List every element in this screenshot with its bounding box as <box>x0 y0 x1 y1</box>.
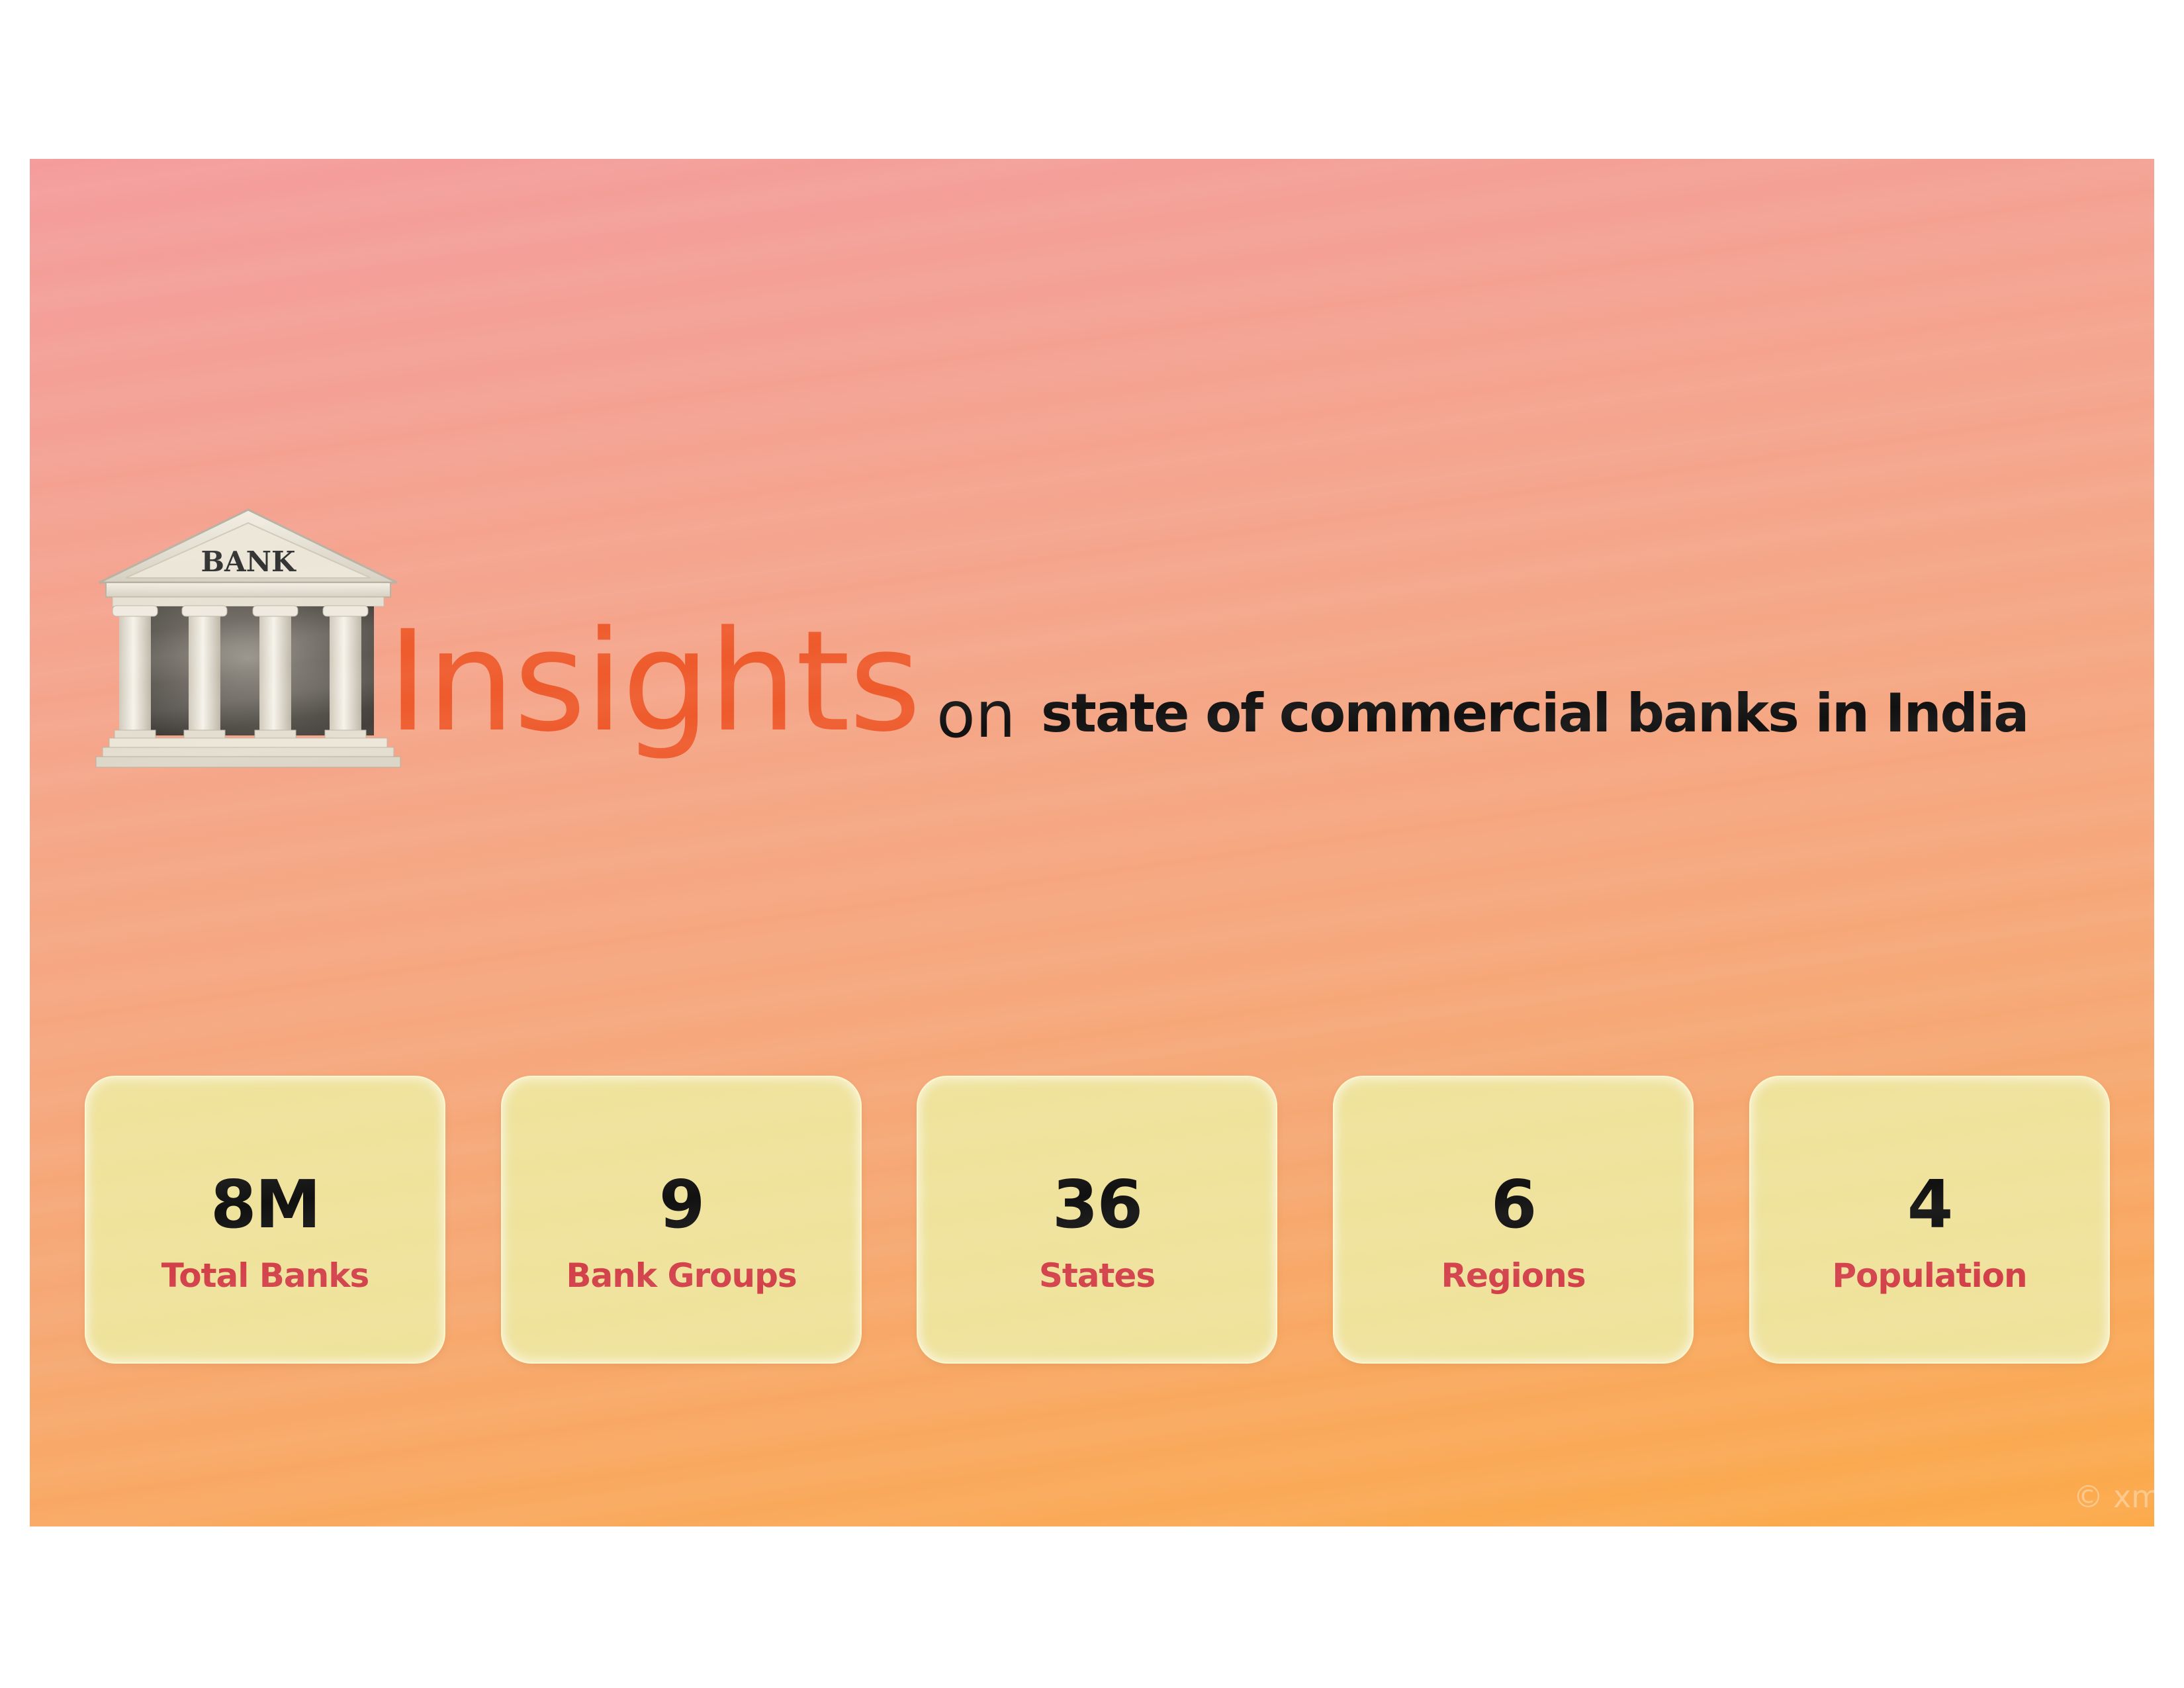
kpi-label: Total Banks <box>161 1256 369 1295</box>
title-subtitle: state of commercial banks in India <box>1041 682 2029 744</box>
kpi-card-bank-groups: 9 Bank Groups <box>501 1076 862 1364</box>
kpi-cards: 8M Total Banks 9 Bank Groups 36 States 6… <box>85 1076 2110 1367</box>
watermark: © xm <box>2073 1479 2154 1515</box>
kpi-card-population: 4 Population <box>1749 1076 2110 1364</box>
bank-building-icon: BANK <box>95 508 401 768</box>
kpi-card-total-banks: 8M Total Banks <box>85 1076 445 1364</box>
kpi-value: 4 <box>1907 1166 1954 1243</box>
kpi-value: 6 <box>1490 1166 1537 1243</box>
dashboard-slide: BANK Insights on state of commerci <box>30 159 2154 1526</box>
kpi-label: States <box>1038 1256 1156 1295</box>
kpi-label: Regions <box>1441 1256 1586 1295</box>
kpi-value: 36 <box>1052 1166 1143 1243</box>
kpi-value: 8M <box>210 1166 321 1243</box>
kpi-card-regions: 6 Regions <box>1333 1076 1694 1364</box>
bank-logo-label: BANK <box>201 545 296 578</box>
kpi-card-states: 36 States <box>917 1076 1277 1364</box>
title-insights: Insights <box>387 600 921 763</box>
kpi-label: Population <box>1832 1256 2027 1295</box>
kpi-label: Bank Groups <box>566 1256 797 1295</box>
title-connector: on <box>936 678 1016 752</box>
kpi-value: 9 <box>659 1166 705 1243</box>
